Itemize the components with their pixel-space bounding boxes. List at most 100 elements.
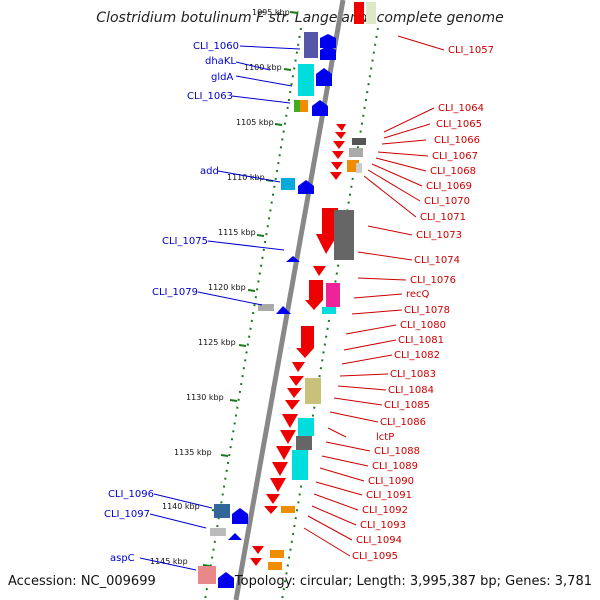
label-cli-1092: CLI_1092 (362, 505, 408, 516)
label-dhakl: dhaKL (205, 56, 236, 67)
gene-block-pale (366, 2, 376, 24)
tick-label-1140: 1140 kbp (162, 502, 200, 511)
gene-cli-1089 (276, 446, 292, 460)
gene-cli-1067 (333, 141, 345, 149)
label-cli-1097: CLI_1097 (104, 509, 150, 520)
gene-cli-1063-g (294, 100, 300, 112)
gene-cli-1073-head (316, 234, 338, 254)
gene-cli-1063 (312, 100, 328, 116)
gene-cli-1075 (286, 256, 300, 262)
label-cli-1057: CLI_1057 (448, 45, 494, 56)
gene-cli-1071 (330, 172, 342, 180)
gene-cli-1097 (210, 528, 226, 536)
gene-cli-1060 (304, 32, 318, 58)
gene-cli-1093 (264, 506, 278, 514)
label-cli-1082: CLI_1082 (394, 350, 440, 361)
label-cli-1084: CLI_1084 (388, 385, 434, 396)
tick-label-1095: 1095 kbp (252, 8, 290, 17)
label-cli-1079: CLI_1079 (152, 287, 198, 298)
label-cli-1096: CLI_1096 (108, 489, 154, 500)
label-cli-1090: CLI_1090 (368, 476, 414, 487)
gene-aspc (198, 566, 216, 584)
gene-glda (298, 64, 314, 96)
gene-cli-1094 (281, 506, 295, 513)
tick-label-1115: 1115 kbp (218, 228, 256, 237)
gene-cli-1091 (270, 478, 286, 492)
gene-cli-1096-b (232, 508, 248, 524)
label-cli-1095: CLI_1095 (352, 551, 398, 562)
gene-orange-a (270, 550, 284, 558)
label-cli-1081: CLI_1081 (398, 335, 444, 346)
tick-label-1135: 1135 kbp (174, 448, 212, 457)
gene-cli-1076 (313, 266, 326, 276)
forward-strand-genes (198, 32, 336, 588)
gene-cli-1097-b (228, 533, 242, 540)
gene-recq-head (305, 300, 323, 310)
label-cli-1085: CLI_1085 (384, 400, 430, 411)
genome-summary: Topology: circular; Length: 3,995,387 bp… (234, 574, 592, 589)
gene-cli-1092 (266, 494, 280, 504)
gene-cli-1090 (272, 462, 288, 476)
label-cli-1066: CLI_1066 (434, 135, 480, 146)
label-cli-1086: CLI_1086 (380, 417, 426, 428)
gene-cli-1079 (258, 304, 274, 311)
label-cli-1091: CLI_1091 (366, 490, 412, 501)
gene-khaki (305, 378, 321, 404)
gene-cli-1096 (214, 504, 230, 518)
tick-label-1105: 1105 kbp (236, 118, 274, 127)
gene-cli-1067b (349, 148, 363, 157)
label-cli-1094: CLI_1094 (356, 535, 402, 546)
gene-cli-1079-b (276, 306, 291, 314)
tick-label-1145: 1145 kbp (150, 557, 188, 566)
genome-backbone (233, 0, 346, 600)
gene-cli-1089-cyan (292, 450, 308, 480)
label-recq: recQ (406, 289, 430, 300)
gene-aspc-b (218, 572, 234, 588)
tick-label-1110: 1110 kbp (227, 173, 265, 182)
label-cli-1067: CLI_1067 (432, 151, 478, 162)
label-cli-1093: CLI_1093 (360, 520, 406, 531)
right-connectors (303, 35, 445, 557)
label-cli-1076: CLI_1076 (410, 275, 456, 286)
label-cli-1064: CLI_1064 (438, 103, 484, 114)
label-cli-1071: CLI_1071 (420, 212, 466, 223)
label-cli-1063: CLI_1063 (187, 91, 233, 102)
label-cli-1074: CLI_1074 (414, 255, 460, 266)
gene-cli-1065 (335, 132, 346, 139)
gene-cli-1063-o (300, 100, 308, 112)
gene-cli-1080 (301, 326, 314, 348)
label-cli-1073: CLI_1073 (416, 230, 462, 241)
label-cli-1080: CLI_1080 (400, 320, 446, 331)
tick-label-1125: 1125 kbp (198, 338, 236, 347)
accession-label: Accession: NC_009699 (8, 574, 156, 589)
gene-orange-b (268, 562, 282, 570)
label-cli-1065: CLI_1065 (436, 119, 482, 130)
label-cli-1075: CLI_1075 (162, 236, 208, 247)
label-cli-1060: CLI_1060 (193, 41, 239, 52)
gene-add-b (298, 180, 314, 194)
gene-recq (309, 280, 323, 300)
gene-add (281, 178, 295, 190)
gene-cli-1068 (332, 151, 344, 159)
label-aspc: aspC (110, 553, 135, 564)
gene-cli-1070 (331, 162, 343, 170)
gene-cli-1060-b (320, 34, 336, 48)
gene-lctp-cyan (298, 418, 314, 436)
label-cli-1089: CLI_1089 (372, 461, 418, 472)
label-lctp: lctP (376, 432, 394, 443)
label-cli-1088: CLI_1088 (374, 446, 420, 457)
tick-label-1100: 1100 kbp (244, 63, 282, 72)
gene-cli-1083 (292, 362, 305, 372)
label-cli-1068: CLI_1068 (430, 166, 476, 177)
gene-cli-1074 (334, 210, 354, 260)
gene-cli-1095b (250, 558, 262, 566)
label-cli-1069: CLI_1069 (426, 181, 472, 192)
gene-cli-1057 (354, 2, 364, 24)
gene-cli-1078 (322, 307, 336, 314)
gene-cli-1085 (287, 388, 302, 398)
label-add: add (200, 166, 219, 177)
gene-cli-1095 (252, 546, 264, 554)
gene-lctp (282, 414, 298, 428)
outer-track-left (204, 27, 302, 600)
